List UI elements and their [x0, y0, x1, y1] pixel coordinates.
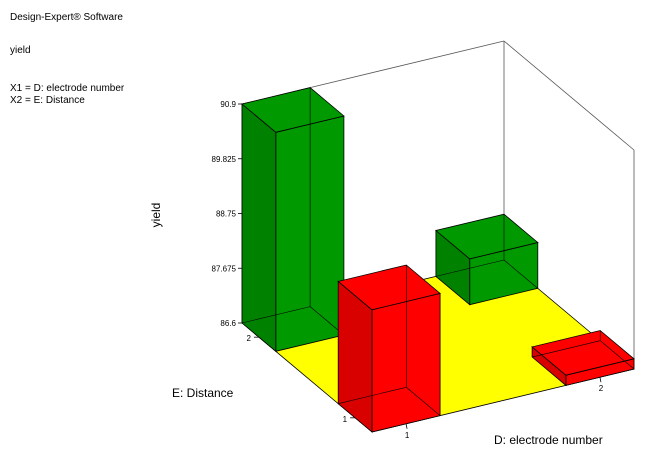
- bar-1-2: [241, 87, 345, 353]
- bar-2-2: [435, 213, 539, 306]
- z-tick-label-4: 90.9: [220, 100, 236, 109]
- d-tick-mark-0: [405, 423, 408, 429]
- z-tick-label-1: 87.675: [212, 264, 237, 273]
- chart-axis-labels: yield E: Distance D: electrode number: [149, 203, 603, 447]
- chart-ticks: 86.6 87.675 88.75 89.825 90.9 1 2 1 2: [212, 100, 604, 440]
- software-label: Design-Expert® Software: [10, 12, 123, 23]
- response-label: yield: [10, 45, 31, 56]
- chart-bars: [241, 87, 635, 433]
- frame-edge-4: [503, 40, 635, 151]
- z-axis-label: yield: [149, 203, 163, 228]
- e-tick-label-0: 1: [343, 415, 348, 424]
- d-axis-label: D: electrode number: [494, 433, 603, 447]
- e-axis-label: E: Distance: [172, 386, 234, 400]
- e-tick-label-1: 2: [246, 334, 251, 343]
- factor-x2-label: X2 = E: Distance: [10, 95, 85, 106]
- d-tick-mark-1: [599, 377, 602, 383]
- z-tick-label-2: 88.75: [216, 210, 237, 219]
- bar-1-1: [337, 264, 441, 433]
- d-tick-label-1: 2: [599, 384, 604, 393]
- z-tick-label-3: 89.825: [212, 155, 237, 164]
- bar-2-1: [531, 330, 635, 387]
- d-tick-label-0: 1: [405, 431, 410, 440]
- factor-x1-label: X1 = D: electrode number: [10, 83, 125, 94]
- z-tick-label-0: 86.6: [220, 319, 236, 328]
